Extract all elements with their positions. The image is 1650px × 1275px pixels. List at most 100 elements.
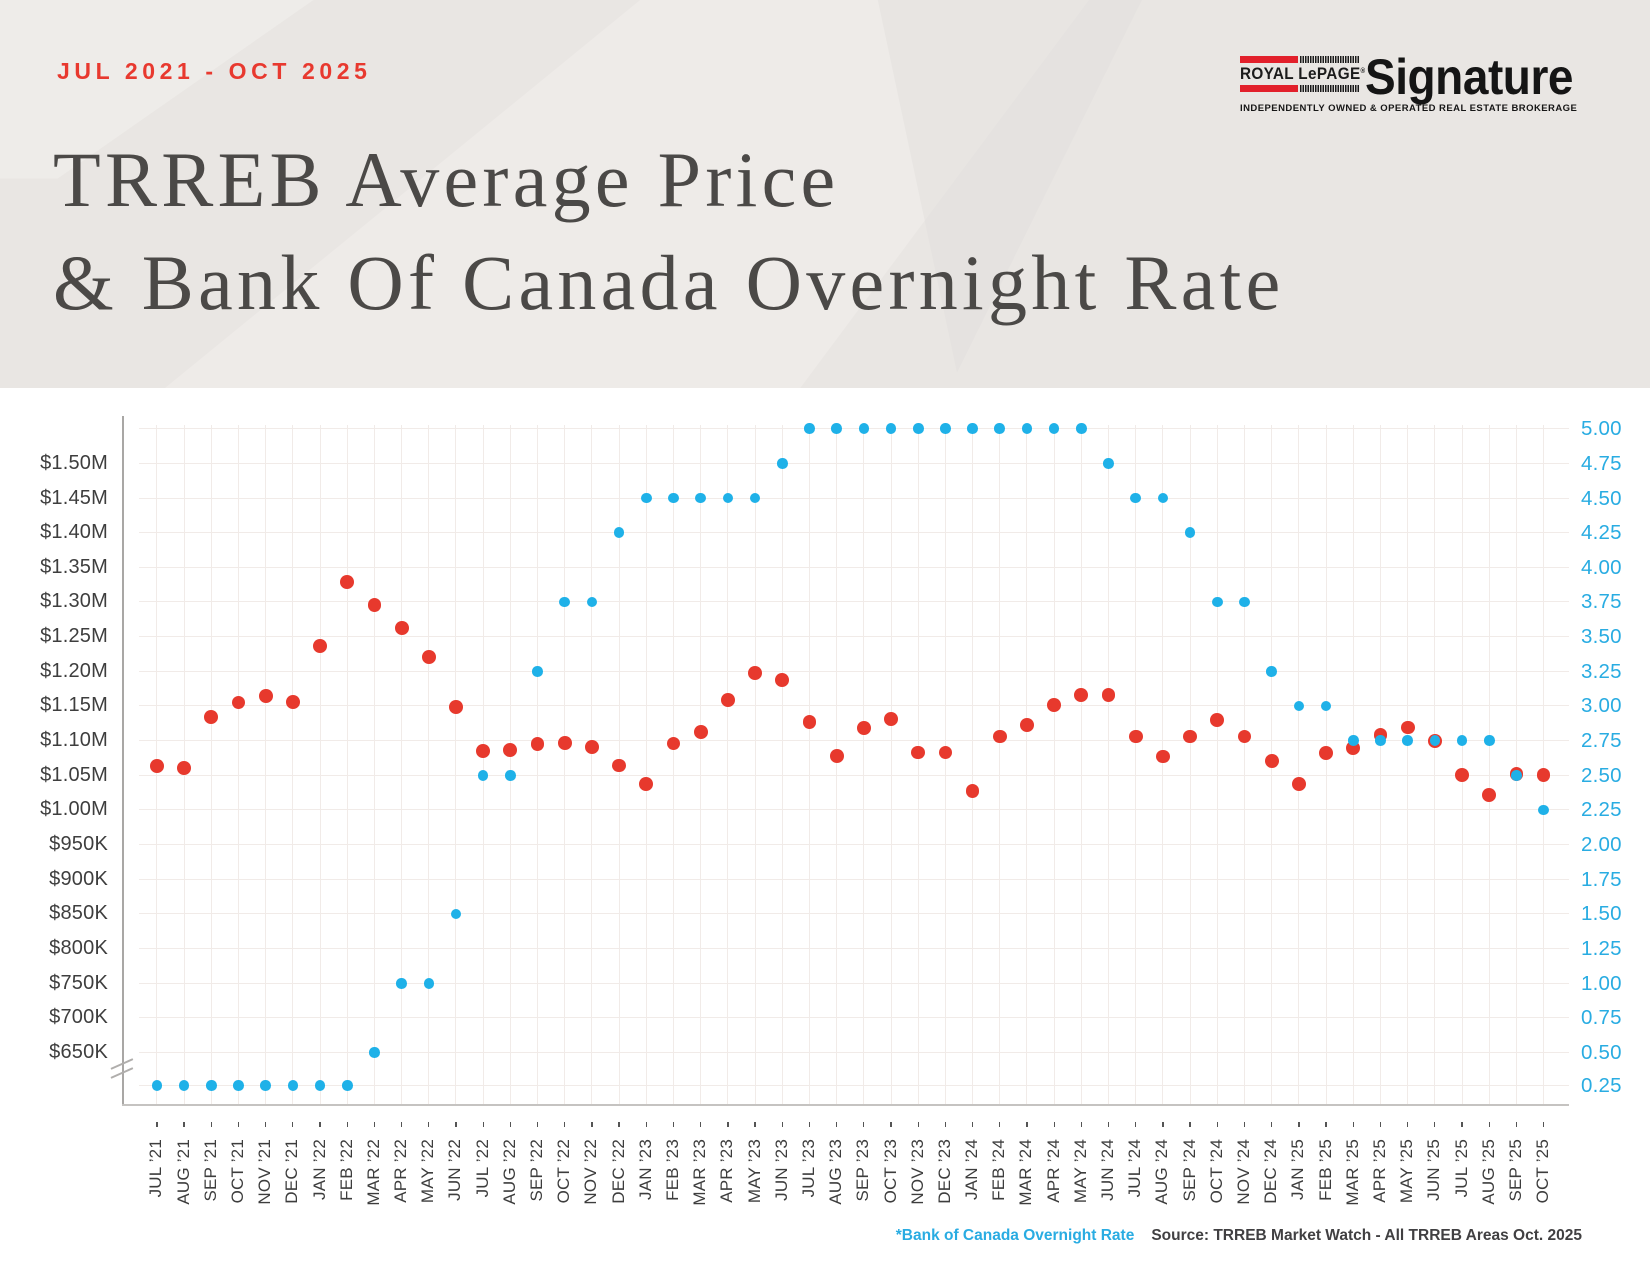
month-label: AUG ’21 — [173, 1139, 193, 1205]
month-tick — [999, 1121, 1001, 1127]
price-axis-label: $1.40M — [40, 521, 108, 544]
price-dot — [829, 748, 844, 763]
rate-dot — [1212, 596, 1223, 608]
price-dot — [911, 745, 926, 760]
rate-dot — [804, 423, 815, 434]
logo-brand-name: ROYAL LePAGE — [1240, 64, 1361, 83]
chart-footer: *Bank of Canada Overnight Rate Source: T… — [0, 1227, 1582, 1245]
month-tick — [1515, 1121, 1518, 1127]
gridline-vertical — [836, 424, 838, 1104]
gridline-vertical — [237, 424, 239, 1104]
rate-dot — [1021, 423, 1033, 434]
month-tick — [700, 1121, 702, 1127]
month-label: MAR ’24 — [1016, 1139, 1036, 1206]
price-dot — [177, 761, 191, 776]
rate-axis-label: 4.50 — [1581, 486, 1622, 510]
month-label: MAY ’23 — [744, 1139, 764, 1204]
gridline-horizontal — [139, 566, 1569, 568]
month-label: APR ’22 — [391, 1139, 411, 1203]
gridline-vertical — [972, 424, 974, 1104]
gridline-horizontal — [139, 878, 1569, 880]
month-tick — [727, 1121, 729, 1127]
price-dot — [1264, 753, 1279, 768]
gridline-horizontal — [139, 809, 1569, 811]
gridline-vertical — [944, 424, 946, 1104]
price-axis-label: $1.00M — [40, 798, 108, 821]
x-axis-line — [121, 1103, 1569, 1106]
gridline-vertical — [1135, 424, 1137, 1104]
month-tick — [1406, 1121, 1409, 1127]
month-tick — [1026, 1121, 1028, 1127]
month-label: OCT ’22 — [554, 1139, 574, 1204]
gridline-vertical — [645, 424, 647, 1104]
price-axis-label: $1.30M — [40, 590, 108, 613]
rate-dot — [1239, 596, 1250, 608]
month-label: APR ’25 — [1369, 1139, 1389, 1203]
gridline-horizontal — [139, 636, 1569, 638]
price-dot — [1183, 729, 1198, 744]
gridline-vertical — [591, 424, 593, 1104]
logo-signature-text: Signature — [1365, 49, 1574, 105]
rate-dot — [1483, 735, 1495, 746]
month-label: AUG ’22 — [499, 1139, 519, 1205]
month-label: OCT ’24 — [1206, 1139, 1226, 1204]
price-axis-label: $950K — [49, 833, 108, 856]
month-label: SEP ’21 — [200, 1139, 220, 1202]
rate-dot — [912, 423, 924, 434]
price-dot — [476, 744, 491, 758]
gridline-horizontal — [139, 1017, 1569, 1019]
month-label: SEP ’22 — [527, 1139, 547, 1202]
month-label: NOV ’24 — [1234, 1139, 1253, 1205]
price-dot — [720, 692, 735, 707]
month-tick — [156, 1121, 158, 1127]
month-label: FEB ’23 — [663, 1139, 682, 1201]
rate-dot — [749, 492, 761, 504]
price-dot — [150, 759, 164, 774]
month-label: MAY ’22 — [418, 1139, 438, 1204]
rate-footnote: *Bank of Canada Overnight Rate — [895, 1227, 1135, 1244]
gridline-vertical — [700, 424, 702, 1104]
rate-axis-label: 4.75 — [1581, 451, 1622, 475]
month-label: APR ’23 — [717, 1139, 737, 1203]
month-tick — [917, 1121, 919, 1127]
rate-dot — [885, 423, 897, 434]
rate-dot — [450, 908, 462, 920]
gridline-vertical — [917, 424, 919, 1104]
gridline-vertical — [1244, 424, 1245, 1104]
gridline-vertical — [1053, 424, 1055, 1104]
month-label: JUN ’24 — [1098, 1139, 1118, 1201]
gridline-vertical — [482, 424, 484, 1104]
price-axis-label: $700K — [49, 1006, 108, 1029]
gridline-horizontal — [139, 497, 1569, 499]
rate-axis-label: 1.50 — [1581, 902, 1622, 926]
month-tick — [863, 1121, 865, 1127]
y-axis-line — [121, 415, 124, 1106]
month-tick — [1325, 1121, 1327, 1127]
month-tick — [455, 1121, 457, 1127]
price-dot — [965, 784, 980, 799]
rate-dot — [233, 1080, 244, 1091]
month-label: FEB ’25 — [1315, 1139, 1335, 1201]
gridline-vertical — [781, 424, 783, 1104]
gridline-vertical — [564, 424, 566, 1104]
rate-dot — [1429, 735, 1441, 746]
month-label: AUG ’25 — [1478, 1139, 1498, 1205]
rate-axis-label: 2.00 — [1581, 833, 1622, 857]
gridline-vertical — [727, 424, 729, 1104]
gridline-vertical — [1543, 424, 1545, 1104]
price-dot — [1074, 687, 1089, 702]
month-tick — [944, 1121, 947, 1127]
rate-axis-label: 2.50 — [1581, 763, 1622, 787]
rate-dot — [994, 423, 1006, 434]
page-title-line1: TRREB Average Price — [53, 136, 840, 223]
rate-dot — [505, 770, 516, 781]
gridline-horizontal — [139, 670, 1569, 672]
month-tick — [1189, 1121, 1191, 1127]
price-dot — [992, 729, 1007, 744]
month-tick — [400, 1121, 403, 1127]
month-label: JAN ’22 — [309, 1139, 329, 1200]
price-dot — [285, 694, 300, 709]
month-tick — [591, 1121, 593, 1127]
month-tick — [1080, 1121, 1082, 1127]
